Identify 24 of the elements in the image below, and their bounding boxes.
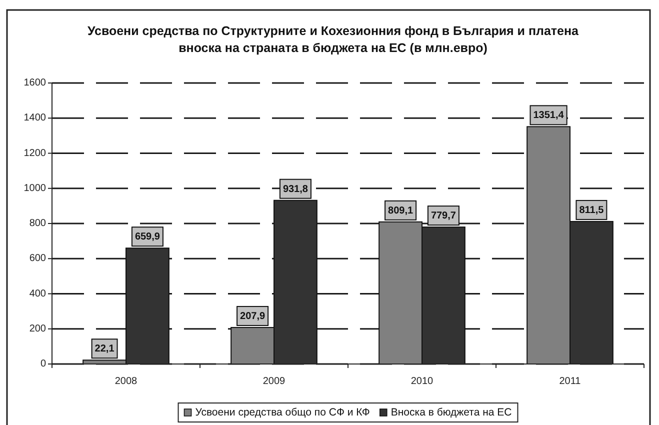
x-tick-label: 2011 [559, 376, 582, 386]
data-label: 22,1 [94, 343, 115, 354]
y-tick-label: 200 [29, 323, 46, 334]
y-tick-label: 400 [29, 288, 46, 300]
data-label: 779,7 [430, 210, 456, 222]
y-tick-label: 1000 [24, 182, 46, 194]
y-tick-label: 600 [29, 253, 46, 264]
y-tick-label: 0 [40, 358, 46, 370]
data-label: 659,9 [134, 231, 160, 242]
x-tick-label: 2008 [114, 376, 138, 386]
y-tick-label: 1200 [24, 148, 46, 159]
data-label: 811,5 [579, 204, 604, 216]
x-tick-label: 2010 [410, 376, 434, 386]
legend-label: Усвоени средства общо по СФ и КФ [195, 406, 370, 418]
data-label: 207,9 [240, 310, 266, 322]
y-tick-label: 800 [29, 218, 46, 229]
data-label: 1351,4 [533, 110, 564, 121]
data-label: 809,1 [388, 204, 414, 216]
x-tick-label: 2009 [262, 376, 286, 386]
legend-label: Вноска в бюджета на ЕС [390, 406, 512, 418]
data-label: 931,8 [282, 183, 308, 194]
chart-title: Усвоени средства по Структурните и Кохезионния фонд в България и платена вноска на страната в бюджета на ЕС (в млн.евро) [88, 24, 580, 55]
y-tick-label: 1600 [24, 78, 46, 88]
y-tick-label: 1400 [24, 112, 46, 124]
